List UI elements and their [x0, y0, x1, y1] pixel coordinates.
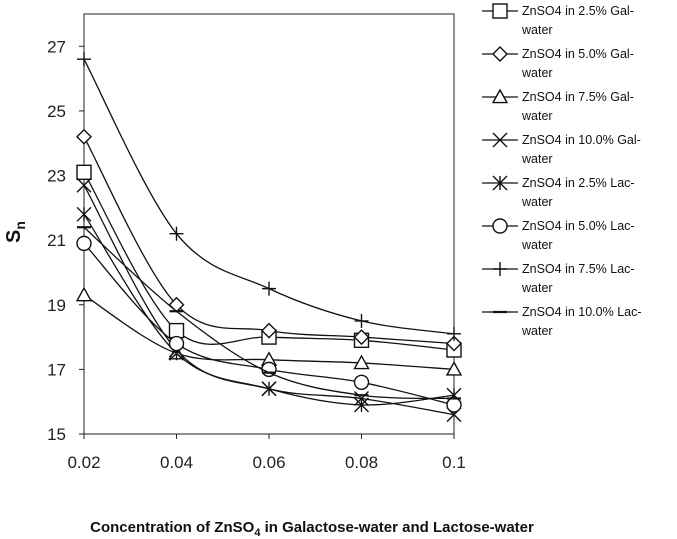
x-tick-label: 0.1	[442, 453, 466, 472]
data-point	[354, 397, 369, 413]
data-point	[353, 329, 370, 346]
y-tick-label: 23	[47, 167, 66, 186]
data-point	[446, 335, 462, 352]
legend-item: ZnSO4 in 5.0% Gal-water	[482, 46, 634, 80]
data-point	[76, 164, 92, 181]
series-7	[77, 52, 461, 341]
series-line	[83, 184, 455, 416]
y-tick-label: 19	[47, 296, 66, 315]
data-point	[168, 322, 185, 339]
data-point	[353, 354, 370, 370]
data-point	[262, 281, 276, 296]
data-point	[261, 381, 277, 397]
legend-label-cont: water	[521, 195, 553, 209]
legend-label-cont: water	[521, 152, 553, 166]
legend-item: ZnSO4 in 10.0% Lac-water	[482, 305, 642, 338]
series-line	[83, 171, 455, 351]
legend-label-cont: water	[521, 109, 553, 123]
legend-label: ZnSO4 in 10.0% Lac-	[522, 305, 642, 319]
data-point	[169, 226, 184, 241]
data-point	[353, 374, 370, 391]
x-tick-label: 0.02	[67, 453, 100, 472]
legend-label: ZnSO4 in 10.0% Gal-	[522, 133, 641, 147]
data-point	[168, 335, 185, 352]
series-line	[83, 226, 455, 400]
y-tick-label: 17	[47, 360, 66, 379]
data-point	[445, 360, 463, 376]
data-point	[76, 128, 92, 145]
data-point	[76, 206, 92, 222]
legend-item: ZnSO4 in 7.5% Gal-water	[482, 88, 634, 123]
x-tick-label: 0.08	[345, 453, 378, 472]
legend-item: ZnSO4 in 2.5% Lac-water	[482, 175, 635, 209]
legend-item: ZnSO4 in 5.0% Lac-water	[482, 218, 635, 252]
legend-label-cont: water	[521, 238, 553, 252]
y-tick-label: 25	[47, 102, 66, 121]
series-6	[76, 235, 462, 413]
legend-marker	[492, 46, 508, 62]
legend-marker	[493, 262, 507, 276]
y-tick-label: 27	[47, 37, 66, 56]
y-axis-title: Sn	[3, 221, 28, 243]
data-point	[77, 52, 91, 67]
legend-label: ZnSO4 in 5.0% Gal-	[522, 47, 634, 61]
legend-marker	[491, 88, 509, 104]
data-point	[75, 286, 93, 302]
series-line	[83, 213, 455, 406]
legend-marker	[492, 3, 508, 19]
x-tick-label: 0.04	[160, 453, 193, 472]
series-line	[83, 136, 455, 345]
data-point	[261, 322, 277, 339]
legend-item: ZnSO4 in 7.5% Lac-water	[482, 262, 635, 295]
legend-label: ZnSO4 in 7.5% Gal-	[522, 90, 634, 104]
x-tick-label: 0.06	[252, 453, 285, 472]
data-point	[447, 326, 461, 341]
legend-label: ZnSO4 in 2.5% Gal-	[522, 4, 634, 18]
legend-label: ZnSO4 in 2.5% Lac-	[522, 176, 635, 190]
legend-item: ZnSO4 in 10.0% Gal-water	[482, 132, 641, 166]
legend-marker	[492, 132, 508, 148]
legend-label-cont: water	[521, 281, 553, 295]
legend-label-cont: water	[521, 23, 553, 37]
legend-marker	[492, 218, 508, 234]
series-layer	[75, 52, 463, 423]
data-point	[446, 397, 462, 413]
y-tick-label: 21	[47, 231, 66, 250]
y-tick-label: 15	[47, 425, 66, 444]
data-point	[76, 177, 92, 193]
data-point	[354, 313, 369, 328]
x-axis-title: Concentration of ZnSO4 in Galactose-wate…	[90, 519, 534, 539]
legend-label: ZnSO4 in 5.0% Lac-	[522, 219, 635, 233]
series-8	[77, 226, 461, 400]
x-axis: 0.02 0.04 0.06 0.08 0.1	[67, 434, 466, 472]
data-point	[76, 235, 92, 252]
legend-item: ZnSO4 in 2.5% Gal-water	[482, 3, 634, 37]
legend-label-cont: water	[521, 324, 553, 338]
series-line	[83, 58, 455, 335]
legend-label-cont: water	[521, 66, 553, 80]
legend-marker	[492, 175, 508, 191]
legend-label: ZnSO4 in 7.5% Lac-	[522, 262, 635, 276]
